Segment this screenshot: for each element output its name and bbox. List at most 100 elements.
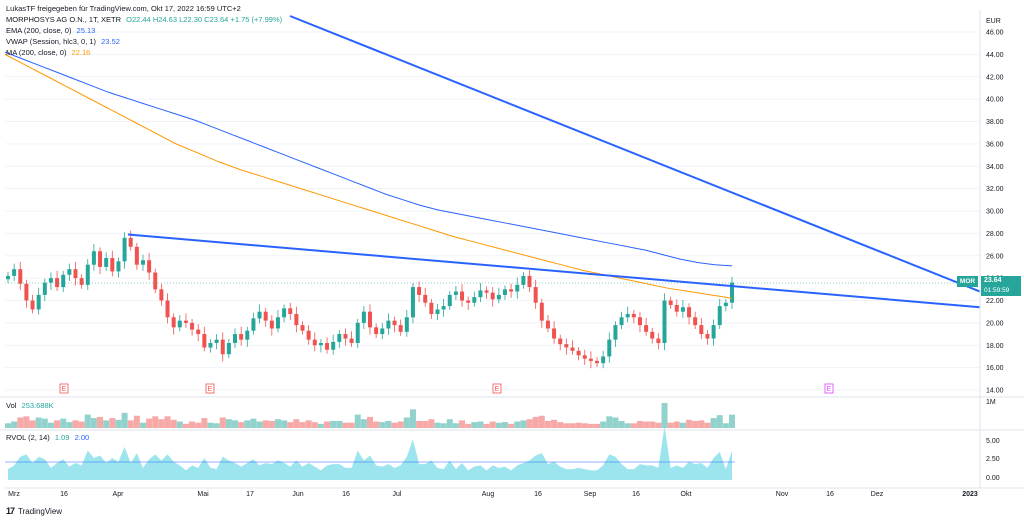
brand-name: TradingView [18, 506, 63, 516]
candle-body [233, 334, 238, 344]
volume-bar [624, 423, 631, 428]
ema-200-line [4, 51, 733, 267]
time-tick-label: Jun [292, 491, 303, 498]
bar-countdown: 01:59:59 [984, 287, 1010, 294]
volume-bar [23, 416, 30, 428]
candle-body [355, 322, 360, 344]
price-tick-label: 40.00 [986, 97, 1004, 104]
earnings-marker [59, 383, 69, 394]
volume-bar [716, 415, 723, 428]
rvol-legend[interactable]: RVOL (2, 14) 1.09 2.00 [6, 433, 89, 443]
candle-body [515, 284, 520, 292]
indicator-vwap[interactable]: VWAP (Session, hlc3, 0, 1) 23.52 [6, 37, 120, 47]
candle-body [147, 260, 152, 273]
volume-bar [581, 423, 588, 428]
indicator-value: 23.52 [101, 37, 120, 46]
volume-bar [495, 422, 502, 428]
volume-bar [385, 420, 392, 428]
time-tick-label: 17 [246, 491, 254, 498]
volume-bar [5, 423, 11, 428]
volume-bar [60, 418, 67, 428]
price-tick-label: 20.00 [986, 320, 1004, 327]
candle-body [460, 291, 465, 301]
price-tick-label: 44.00 [986, 52, 1004, 59]
volume-bar [520, 420, 527, 428]
ohlc-low: L22.30 [179, 15, 203, 24]
candle-body [30, 300, 35, 310]
rvol-axis-tick: 5.00 [986, 438, 1000, 445]
volume-bar [127, 420, 134, 428]
candle-body [392, 320, 397, 326]
earnings-marker [492, 383, 502, 394]
earnings-marker-label: E [495, 386, 500, 393]
candle-body [570, 347, 575, 351]
candle-body [539, 302, 544, 321]
volume-bar [575, 422, 582, 428]
candle-body [545, 320, 550, 329]
candle-body [552, 328, 557, 339]
time-tick-label: Aug [482, 491, 495, 498]
rvol-label: RVOL (2, 14) [6, 433, 50, 442]
price-tick-label: 28.00 [986, 231, 1004, 238]
candle-body [607, 339, 612, 357]
candle-body [18, 269, 23, 284]
volume-bar [587, 423, 594, 428]
candle-body [171, 317, 176, 328]
candle-body [625, 313, 630, 318]
price-tick-label: 38.00 [986, 119, 1004, 126]
time-tick-label: Sep [584, 491, 597, 498]
volume-bar [367, 416, 373, 428]
candle-body [122, 237, 127, 262]
symbol-name[interactable]: MORPHOSYS AG O.N., 1T, XETR [6, 15, 122, 24]
candle-body [644, 325, 649, 332]
volume-bar [158, 419, 165, 428]
candle-body [128, 237, 133, 247]
candle-body [687, 307, 692, 318]
volume-bar [182, 423, 189, 428]
earnings-marker-label: E [208, 386, 213, 393]
candle-body [263, 311, 268, 321]
candle-body [251, 318, 256, 331]
volume-bar [373, 421, 380, 428]
time-tick-label: 16 [342, 491, 350, 498]
volume-bar [287, 422, 294, 428]
candle-body [374, 327, 379, 335]
candle-body [637, 317, 642, 326]
price-tick-label: 14.00 [986, 388, 1004, 395]
indicator-ma[interactable]: MA (200, close, 0) 22.16 [6, 48, 90, 58]
candle-body [337, 334, 342, 342]
price-tick-label: 22.00 [986, 298, 1004, 305]
rvol-value-2: 2.00 [74, 433, 90, 442]
attribution-text: LukasTF freigegeben für TradingView.com,… [6, 4, 241, 13]
volume-bar [538, 415, 545, 428]
volume-legend[interactable]: Vol 253.688K [6, 401, 54, 411]
volume-bar [139, 422, 146, 428]
last-price-value: 23.64 [984, 277, 1002, 284]
volume-bar [97, 416, 104, 428]
volume-bar [416, 420, 423, 428]
volume-bar [636, 420, 643, 428]
volume-bar [465, 423, 472, 428]
volume-bar [434, 422, 441, 428]
candle-body [619, 317, 624, 326]
indicator-ema[interactable]: EMA (200, close, 0) 25.13 [6, 26, 95, 36]
indicator-value: 22.16 [71, 48, 91, 57]
candle-body [318, 343, 323, 346]
candle-body [361, 311, 366, 323]
price-axis: 46.00 44.00 42.00 40.00 38.00 36.00 34.00 32.00… [979, 10, 1004, 488]
volume-bar [35, 417, 42, 428]
candle-body [717, 306, 722, 326]
volume-bar [72, 420, 79, 428]
volume-bar [649, 421, 656, 428]
footer[interactable]: 17 TradingView [6, 506, 62, 516]
candle-body [36, 294, 41, 310]
volume-bar [66, 422, 73, 428]
volume-bar [232, 420, 239, 428]
candle-body [294, 313, 299, 326]
candle-body [680, 307, 685, 312]
volume-bar [452, 423, 459, 428]
candle-body [699, 325, 704, 335]
candle-body [595, 360, 600, 364]
volume-bar [195, 422, 202, 428]
candlesticks [6, 230, 734, 369]
